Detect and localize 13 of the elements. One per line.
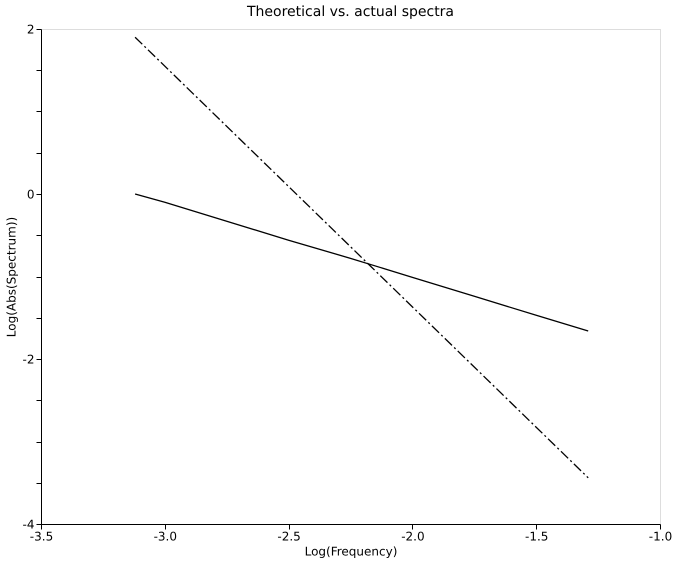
x-axis-title: Log(Frequency)	[304, 544, 398, 558]
y-axis-title: Log(Abs(Spectrum))	[4, 216, 19, 338]
x-tick-label: -3.0	[154, 530, 178, 544]
x-tick-label: -1.0	[648, 530, 672, 544]
x-tick-label: -1.5	[524, 530, 548, 544]
x-tick-label: -3.5	[30, 530, 54, 544]
x-tick-label: -2.5	[277, 530, 301, 544]
y-tick-label: 2	[26, 22, 34, 36]
x-tick-label: -2.0	[401, 530, 425, 544]
y-tick-label: 0	[26, 188, 34, 202]
y-tick-label: -2	[22, 352, 34, 366]
chart-title: Theoretical vs. actual spectra	[246, 4, 454, 20]
y-tick-label: -4	[22, 518, 34, 532]
